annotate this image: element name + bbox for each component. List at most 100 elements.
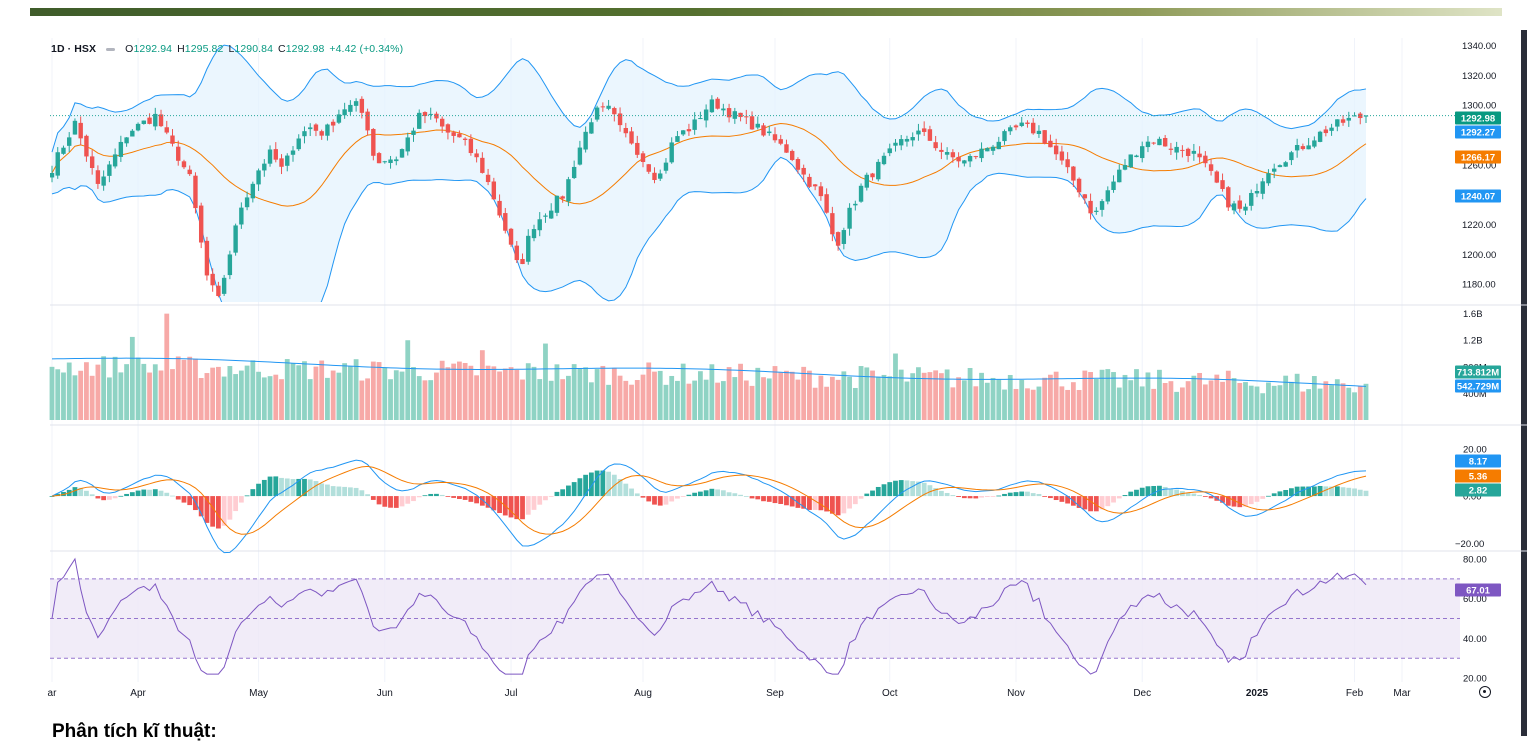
volume-bar xyxy=(296,365,302,420)
macd-histogram-bar xyxy=(1237,496,1243,508)
volume-bar xyxy=(669,375,675,420)
candle-body xyxy=(1162,137,1168,147)
candle-body xyxy=(944,152,950,155)
macd-histogram-bar xyxy=(738,494,743,497)
candle-body xyxy=(462,138,468,140)
volume-average-tag-bg xyxy=(1455,379,1501,393)
volume-bar xyxy=(916,367,921,420)
candle-body xyxy=(1174,146,1179,153)
volume-bar xyxy=(967,367,973,420)
candle-body xyxy=(376,153,382,164)
candle-body xyxy=(979,148,984,159)
candle-body xyxy=(1335,119,1340,127)
volume-bar xyxy=(738,363,743,420)
macd-histogram-bar xyxy=(479,496,485,506)
volume-bar xyxy=(875,376,881,420)
candle-body xyxy=(1002,131,1007,142)
macd-histogram-bar xyxy=(841,496,847,514)
volume-bar xyxy=(307,379,313,420)
macd-histogram-bar xyxy=(755,496,761,500)
volume-bar xyxy=(405,340,411,420)
volume-bar xyxy=(221,376,227,420)
candle-body xyxy=(296,138,301,150)
last-price-tag: 1292.98 xyxy=(1461,114,1495,125)
macd-histogram-bar xyxy=(1231,496,1237,507)
macd-histogram-bar xyxy=(1088,496,1093,512)
candle-body xyxy=(812,184,818,187)
symbol-label[interactable]: 1D · HSX xyxy=(51,43,97,55)
candle-body xyxy=(1317,131,1323,142)
volume-bar xyxy=(956,377,962,420)
volume-bar xyxy=(1128,380,1134,420)
candle-body xyxy=(474,153,479,158)
candle-body xyxy=(1128,154,1133,168)
rsi-value-tag: 67.01 xyxy=(1466,586,1490,597)
settings-gear-icon[interactable] xyxy=(1479,686,1491,698)
candle-body xyxy=(1340,119,1346,123)
macd-histogram-bar xyxy=(399,496,405,507)
macd-histogram-bar xyxy=(646,496,652,502)
volume-bar xyxy=(216,366,221,420)
price-y-tick: 1220.00 xyxy=(1462,220,1496,231)
candle-body xyxy=(1346,117,1351,121)
volume-bar xyxy=(623,380,629,420)
candle-body xyxy=(726,108,732,118)
macd-histogram-bar xyxy=(984,496,990,497)
candle-body xyxy=(141,120,147,124)
macd-histogram-bar xyxy=(497,496,502,514)
volume-last-tag-bg xyxy=(1455,365,1501,379)
macd-histogram-bar xyxy=(588,472,594,497)
candle-body xyxy=(193,175,198,209)
macd-histogram-bar xyxy=(543,496,548,501)
macd-histogram-bar xyxy=(422,495,428,497)
histogram-value-tag: 2.82 xyxy=(1469,486,1488,497)
candle-body xyxy=(388,159,393,164)
volume-bar xyxy=(416,376,422,420)
volume-bar xyxy=(1053,371,1059,420)
macd-histogram-bar xyxy=(795,496,801,508)
macd-histogram-bar xyxy=(261,479,267,497)
candle-body xyxy=(526,235,531,262)
candle-body xyxy=(101,176,106,186)
candle-body xyxy=(652,172,657,180)
candle-body xyxy=(606,105,611,109)
volume-bar xyxy=(829,376,835,420)
candle-body xyxy=(336,114,342,123)
volume-bar xyxy=(818,375,824,420)
volume-bar xyxy=(1099,369,1105,420)
macd-histogram-bar xyxy=(187,496,193,506)
candle-body xyxy=(457,133,462,138)
macd-y-tick: 20.00 xyxy=(1463,444,1487,455)
macd-histogram-bar xyxy=(1030,493,1036,497)
candle-body xyxy=(503,213,508,231)
candle-body xyxy=(107,164,112,176)
volume-bar xyxy=(1134,369,1139,420)
macd-histogram-bar xyxy=(1340,487,1346,497)
volume-bar xyxy=(491,366,497,420)
macd-histogram-bar xyxy=(1111,496,1116,503)
candle-body xyxy=(1266,173,1271,184)
volume-bar xyxy=(164,313,170,420)
volume-bar xyxy=(147,372,152,420)
rsi-y-tick: 40.00 xyxy=(1463,634,1487,645)
macd-histogram-bar xyxy=(474,496,480,504)
candle-body xyxy=(1214,171,1220,183)
candle-body xyxy=(1329,127,1334,131)
candle-body xyxy=(1294,145,1300,151)
ma-value-tag-bg xyxy=(1455,150,1501,164)
x-tick-label: ar xyxy=(48,688,58,699)
candle-body xyxy=(870,173,875,178)
candle-body xyxy=(784,144,789,153)
volume-bar xyxy=(692,380,698,420)
macd-histogram-bar xyxy=(353,487,359,497)
volume-bar xyxy=(1070,382,1076,420)
macd-histogram-bar xyxy=(1271,493,1277,497)
visibility-icon[interactable] xyxy=(106,47,116,51)
open-value: 1292.94 xyxy=(133,43,173,55)
macd-histogram-bar xyxy=(210,496,216,527)
price-y-tick: 1200.00 xyxy=(1462,250,1496,261)
volume-bar xyxy=(1048,374,1053,420)
candle-body xyxy=(239,207,244,225)
candle-body xyxy=(715,98,720,109)
